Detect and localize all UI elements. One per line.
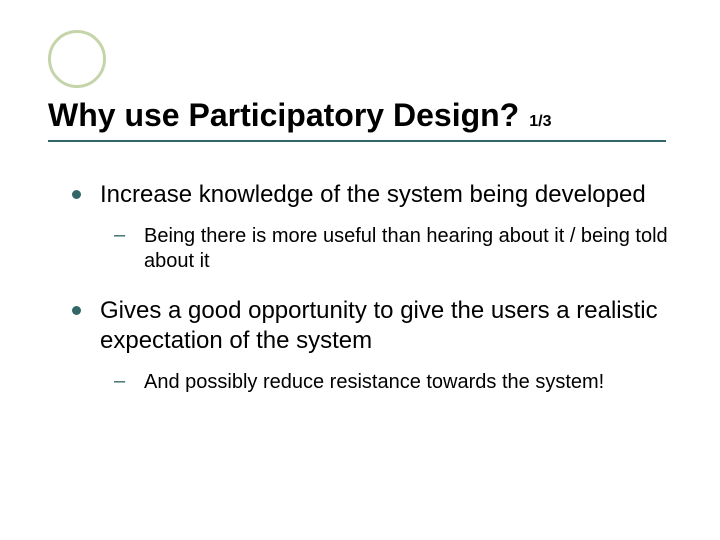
accent-circle-inner	[58, 40, 96, 78]
bullet-level2-text: Being there is more useful than hearing …	[144, 224, 672, 274]
bullet-level2-text: And possibly reduce resistance towards t…	[144, 370, 672, 395]
bullet-level1-text: Increase knowledge of the system being d…	[100, 180, 672, 210]
slide-body: Increase knowledge of the system being d…	[72, 180, 672, 417]
slide-title-page-indicator: 1/3	[529, 113, 551, 131]
bullet-dot-icon	[72, 190, 81, 199]
slide-title-row: Why use Participatory Design? 1/3	[48, 98, 688, 133]
bullet-level2: –And possibly reduce resistance towards …	[114, 370, 672, 395]
bullet-level1: Increase knowledge of the system being d…	[72, 180, 672, 274]
slide: Why use Participatory Design? 1/3 Increa…	[0, 0, 720, 540]
slide-title: Why use Participatory Design?	[48, 98, 519, 133]
dash-icon: –	[114, 370, 125, 393]
bullet-level1: Gives a good opportunity to give the use…	[72, 296, 672, 395]
bullet-level2: –Being there is more useful than hearing…	[114, 224, 672, 274]
title-underline	[48, 140, 666, 142]
bullet-dot-icon	[72, 306, 81, 315]
dash-icon: –	[114, 224, 125, 247]
bullet-level1-text: Gives a good opportunity to give the use…	[100, 296, 672, 356]
